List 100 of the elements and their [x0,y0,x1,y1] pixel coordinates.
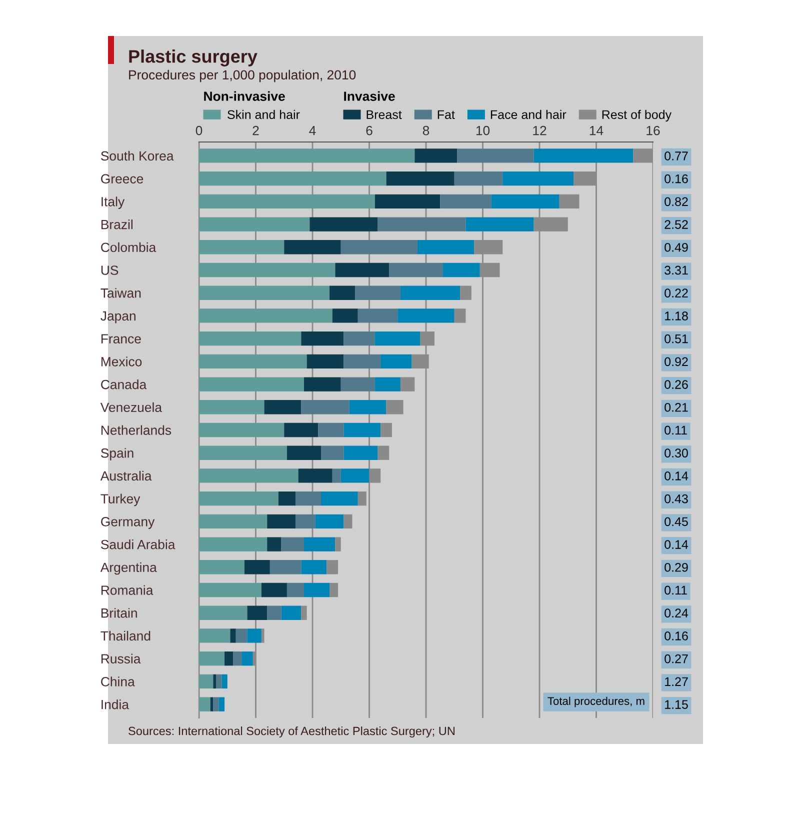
bar [340,377,375,392]
y-tick-label: Russia [101,654,141,664]
bar [284,240,341,254]
y-tick-label: Venezuela [100,402,162,412]
bar [358,491,366,506]
bar [199,582,262,598]
source-note: Sources: International Society of Aesthetic Plastic Surgery; UN [128,726,454,738]
bar [304,377,341,392]
bar [330,286,356,300]
bar [454,308,466,323]
y2-tick-label: 3.31 [664,266,688,275]
bar [199,262,336,278]
bar [344,422,381,438]
y2-tick-label: 0.82 [664,197,688,206]
bar [340,240,418,254]
bar [244,560,270,574]
y2-tick-label: 0.51 [664,334,688,344]
bar [344,354,381,369]
bar [417,240,474,254]
bar [414,148,458,163]
bar [400,286,460,300]
y2-tick-label: 0.29 [664,562,688,572]
bar [199,331,302,346]
y2-tick-label: 0.30 [664,448,688,458]
bar [332,308,358,323]
y2-tick-label: 1.27 [665,677,688,686]
bar [335,537,341,552]
bar [218,697,225,712]
bar [199,491,278,506]
bar [199,308,332,323]
bar [199,422,284,438]
y2-tick-label: 0.21 [664,402,688,412]
y-tick-label: Thailand [100,630,150,641]
x-tick-label: 10 [476,126,490,136]
bar [491,194,560,209]
y2-tick-label: 2.52 [664,220,688,229]
bar [466,217,534,232]
bar [398,308,454,323]
bar [378,446,390,460]
text: Invasive [344,91,395,101]
bar [374,331,420,346]
bar [267,537,282,552]
y-tick-label: China [101,676,135,686]
y2-tick-label: 0.16 [664,632,688,640]
bar [216,674,222,689]
y2-tick-label: 0.16 [664,174,688,184]
y-tick-label: Greece [101,174,144,184]
y-tick-label: US [101,266,118,275]
bar [349,400,386,414]
bar [270,560,302,574]
bar [304,582,330,598]
y2-tick-label: 0.11 [664,586,687,595]
bar [326,560,338,574]
legend-label: Face and hair [490,110,566,120]
bar [286,582,304,598]
bar [374,194,440,209]
bar [344,331,375,346]
y-tick-label: Argentina [100,562,157,575]
x-tick-label: 12 [533,126,546,136]
bar [199,674,214,689]
y2-tick-label: 0.14 [664,472,688,480]
y2-tick-label: 0.77 [664,152,688,160]
y2-tick-label: 0.24 [664,608,688,618]
bar [386,171,454,186]
y-tick-label: Spain [100,448,134,460]
y2-tick-label: 0.11 [664,426,687,435]
bar [247,606,268,620]
chart-subtitle: Procedures per 1,000 population, 2010 [129,70,356,82]
bar [389,262,444,278]
bar [261,582,287,598]
bar [318,422,344,438]
bar [199,697,210,712]
bar [261,628,264,643]
bar [199,446,287,460]
y2-tick-label: 0.14 [664,540,688,549]
x-tick-label: 16 [646,126,660,136]
y-tick-label: France [101,334,141,344]
bar [310,217,378,232]
bar [199,171,386,186]
bar [502,171,574,186]
bar [199,606,248,620]
bar [247,628,262,643]
y-tick-label: Canada [101,380,147,390]
bar [199,651,225,666]
y2-tick-label: 0.27 [664,654,688,664]
bar [199,628,230,643]
bar [199,537,268,552]
bar [332,468,341,483]
y-tick-label: Netherlands [101,425,172,435]
bar [443,262,480,278]
bar [440,194,492,209]
bar [222,674,228,689]
y-tick-label: South Korea [100,150,174,161]
bar [454,171,503,186]
bar [213,674,216,689]
bar [315,514,344,529]
bar [281,537,304,552]
bar [199,354,307,369]
y-tick-label: Brazil [101,220,132,230]
bar [321,446,344,460]
